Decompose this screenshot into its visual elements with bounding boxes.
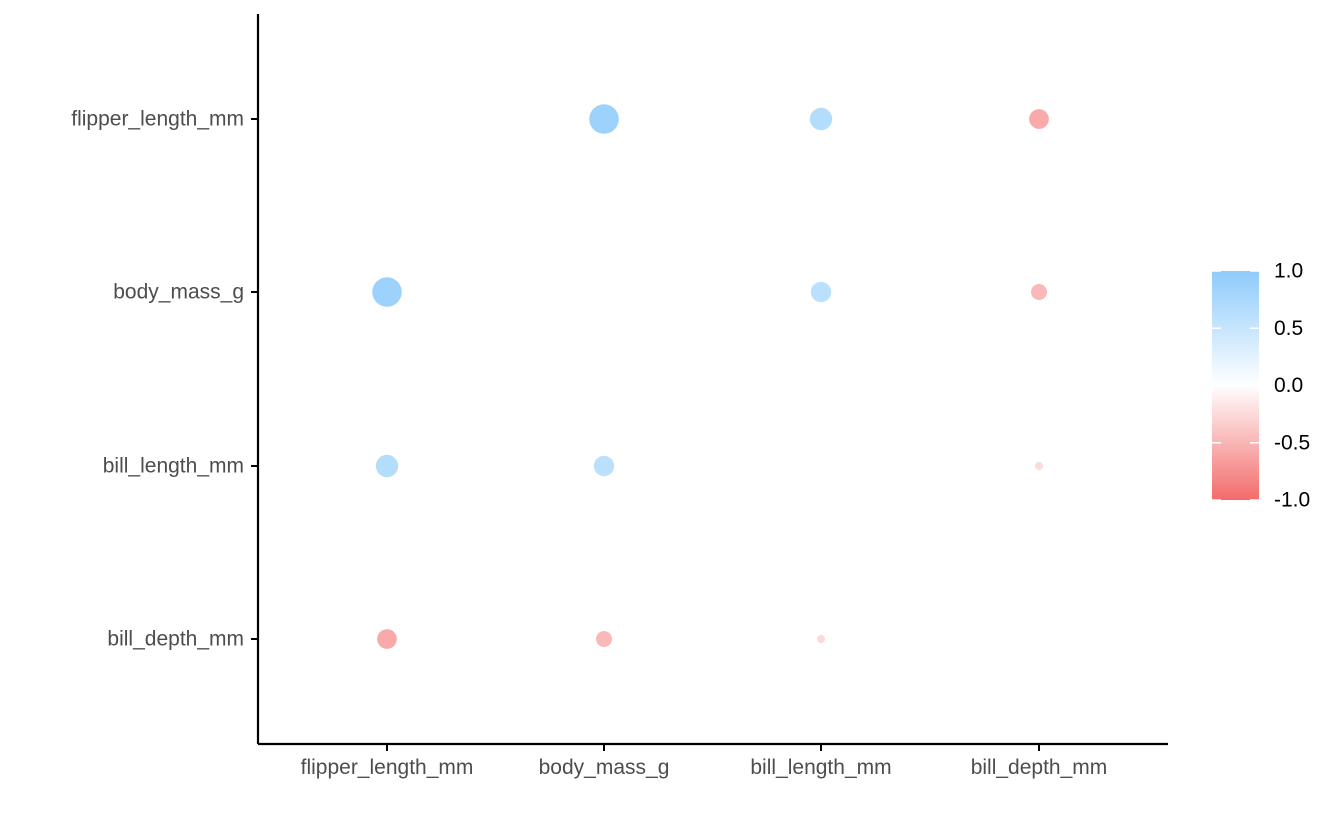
point-body-mass-g-vs-flipper-length-mm bbox=[589, 104, 619, 134]
point-bill-length-mm-vs-flipper-length-mm bbox=[809, 107, 833, 131]
legend-label-4: -1.0 bbox=[1274, 489, 1310, 512]
point-bill-length-mm-vs-bill-depth-mm bbox=[816, 634, 826, 644]
marks-layer bbox=[372, 104, 1049, 649]
y-tick-label-body-mass-g: body_mass_g bbox=[113, 281, 244, 304]
point-bill-depth-mm-vs-bill-length-mm bbox=[1034, 461, 1044, 471]
point-body-mass-g-vs-bill-depth-mm bbox=[596, 631, 612, 647]
point-body-mass-g-vs-bill-length-mm bbox=[593, 455, 615, 477]
legend-label-1: 0.5 bbox=[1274, 317, 1303, 340]
x-tick-label-bill-length-mm: bill_length_mm bbox=[750, 756, 891, 779]
x-tick-label-bill-depth-mm: bill_depth_mm bbox=[971, 756, 1108, 779]
point-bill-length-mm-vs-body-mass-g bbox=[810, 281, 832, 303]
point-bill-depth-mm-vs-body-mass-g bbox=[1031, 284, 1047, 300]
y-tick-label-bill-depth-mm: bill_depth_mm bbox=[107, 628, 244, 651]
y-tick-label-flipper-length-mm: flipper_length_mm bbox=[71, 108, 244, 131]
legend-label-2: 0.0 bbox=[1274, 374, 1303, 397]
y-tick-label-bill-length-mm: bill_length_mm bbox=[103, 455, 244, 478]
legend-label-3: -0.5 bbox=[1274, 431, 1310, 454]
point-flipper-length-mm-vs-bill-length-mm bbox=[375, 454, 399, 478]
point-flipper-length-mm-vs-body-mass-g bbox=[372, 277, 402, 307]
point-flipper-length-mm-vs-bill-depth-mm bbox=[377, 629, 397, 649]
legend: 1.0 0.5 0.0 -0.5 -1.0 bbox=[1212, 260, 1310, 512]
axes-layer: flipper_length_mm body_mass_g bill_length_… bbox=[71, 14, 1168, 779]
legend-label-0: 1.0 bbox=[1274, 260, 1303, 283]
x-tick-label-flipper-length-mm: flipper_length_mm bbox=[301, 756, 474, 779]
x-tick-label-body-mass-g: body_mass_g bbox=[539, 756, 670, 779]
point-bill-depth-mm-vs-flipper-length-mm bbox=[1029, 109, 1049, 129]
